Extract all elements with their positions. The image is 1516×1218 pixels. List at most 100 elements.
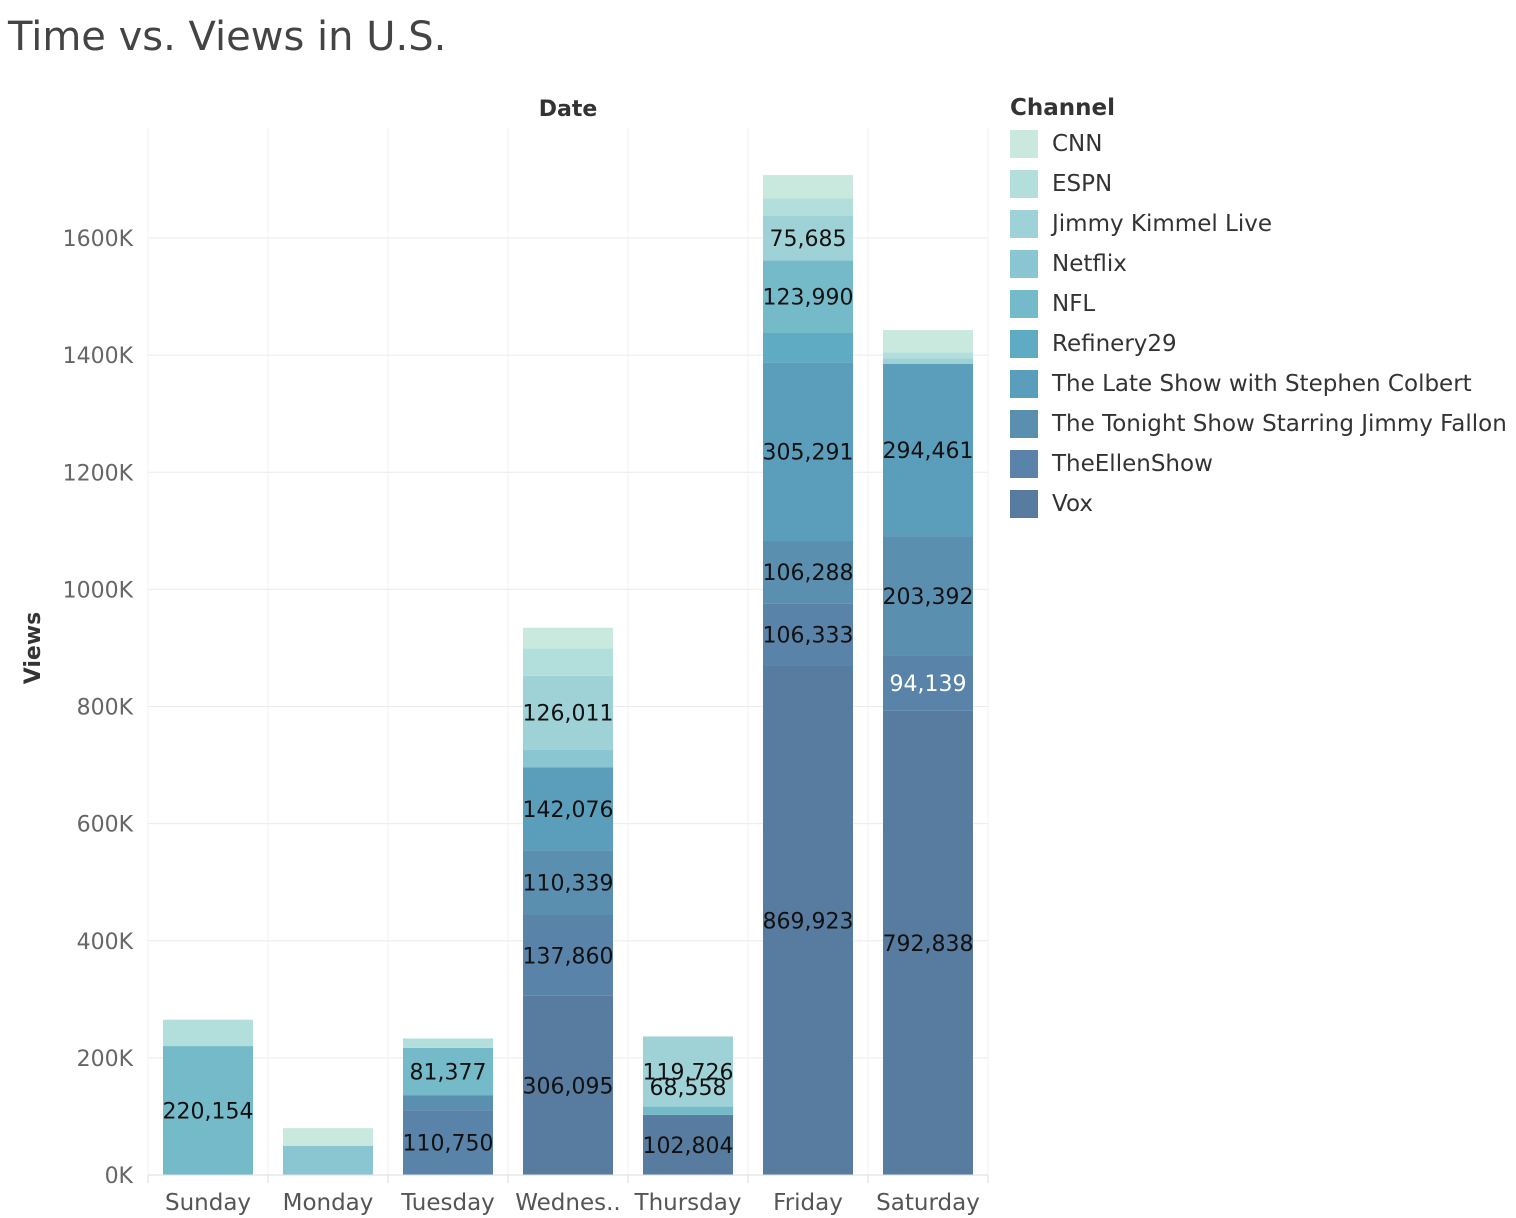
axes: 0K 200K 400K 600K 800K 1000K 1200K 1400K 1600K Su… [63,227,989,1216]
legend-item[interactable]: The Tonight Show Starring Jimmy Fallon [1010,404,1507,444]
legend-item[interactable]: Refinery29 [1010,324,1507,364]
bar-segment [163,1019,253,1047]
bar-segment [763,260,853,333]
bar-segment [523,648,613,676]
bar-segment [883,330,973,353]
legend-swatch [1010,490,1038,518]
bar-segment [523,995,613,1175]
bar-segment [523,627,613,649]
data-label: 123,990 [763,286,854,311]
data-label: 203,392 [883,585,974,610]
y-tick-label: 0K [105,1164,134,1189]
legend-item[interactable]: The Late Show with Stephen Colbert [1010,364,1507,404]
legend-item[interactable]: Jimmy Kimmel Live [1010,204,1507,244]
column-header: Date [539,97,598,122]
bar-segment [763,603,853,666]
legend-label: CNN [1052,131,1103,157]
legend-item[interactable]: CNN [1010,124,1507,164]
bar-segment [763,332,853,363]
legend-item[interactable]: Vox [1010,484,1507,524]
y-tick-label: 1200K [63,461,134,486]
legend-label: Netflix [1052,251,1127,277]
legend-label: The Late Show with Stephen Colbert [1052,371,1472,397]
bar-segment [403,1095,493,1111]
data-label: 220,154 [163,1100,254,1125]
legend-label: Vox [1052,491,1093,517]
data-label: 102,804 [643,1134,734,1159]
bar-segment [763,198,853,217]
data-label: 110,750 [403,1132,494,1157]
bar-segment [883,358,973,365]
legend-swatch [1010,290,1038,318]
bar-segment [643,1106,733,1115]
legend-swatch [1010,210,1038,238]
x-tick-label: Thursday [634,1190,742,1216]
bar-segment [883,536,973,656]
y-axis-title: Views [21,612,46,685]
data-label: 110,339 [523,872,614,897]
bar-segment [763,175,853,199]
legend-label: ESPN [1052,171,1113,197]
bar-segment [643,1114,733,1175]
legend-item[interactable]: NFL [1010,284,1507,324]
data-label: 792,838 [883,932,974,957]
bar-segment [403,1038,493,1048]
data-label: 869,923 [763,909,854,934]
legend-swatch [1010,330,1038,358]
data-label: 106,333 [763,623,854,648]
data-label: 94,139 [890,672,967,697]
bar-segment [523,675,613,750]
x-tick-label: Monday [283,1190,374,1216]
bar-segment [523,749,613,768]
y-tick-label: 1000K [63,578,134,603]
data-label: 126,011 [523,702,614,727]
data-label: 75,685 [770,227,847,252]
gridlines [147,128,989,1175]
data-label: 305,291 [763,441,854,466]
data-label: 137,860 [523,944,614,969]
bar-segment [403,1047,493,1096]
legend-items: CNN ESPN Jimmy Kimmel Live Netflix NFL Refine… [1010,124,1507,524]
bar-segment [883,710,973,1175]
legend: Channel CNN ESPN Jimmy Kimmel Live Netflix N… [1010,92,1507,524]
legend-swatch [1010,170,1038,198]
legend-label: The Tonight Show Starring Jimmy Fallon [1052,411,1507,437]
legend-swatch [1010,450,1038,478]
bar-segment [283,1145,373,1175]
bar-segment [883,364,973,537]
data-label: 81,377 [410,1061,487,1086]
data-label: 68,558 [650,1076,727,1101]
bar-segment [883,352,973,359]
legend-label: NFL [1052,291,1096,317]
legend-item[interactable]: Netflix [1010,244,1507,284]
legend-item[interactable]: ESPN [1010,164,1507,204]
legend-label: Jimmy Kimmel Live [1052,211,1273,237]
x-tick-label: Saturday [876,1190,980,1216]
y-tick-label: 1400K [63,344,134,369]
legend-swatch [1010,370,1038,398]
y-tick-label: 600K [77,813,134,838]
bar-segment [523,767,613,851]
bar-segment [523,915,613,996]
data-labels: 220,154 81,377 110,750 126,011 142,076 110,33… [163,227,974,1159]
data-label: 306,095 [523,1074,614,1099]
x-tick-label: Friday [773,1190,843,1216]
bar-segment [643,1036,733,1107]
bar-segment [763,541,853,604]
y-tick-label: 400K [77,930,134,955]
legend-label: Refinery29 [1052,331,1177,357]
legend-swatch [1010,410,1038,438]
data-label: 142,076 [523,798,614,823]
legend-item[interactable]: TheEllenShow [1010,444,1507,484]
data-label: 119,726 [643,1061,734,1086]
data-label: 294,461 [883,439,974,464]
y-tick-label: 800K [77,696,134,721]
legend-title: Channel [1010,95,1116,121]
legend-swatch [1010,130,1038,158]
legend-label: TheEllenShow [1052,451,1213,477]
legend-swatch [1010,250,1038,278]
bar-segment [523,850,613,916]
x-tick-label: Wednes.. [515,1190,620,1216]
bar-segment [763,362,853,542]
